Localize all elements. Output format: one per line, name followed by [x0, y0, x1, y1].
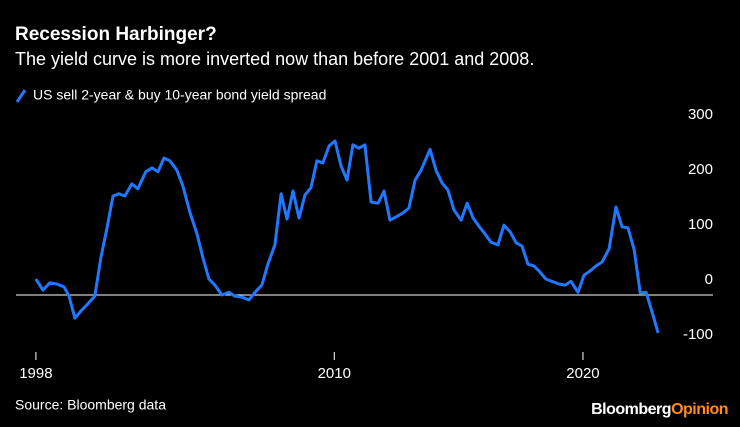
- brand: BloombergOpinion: [591, 401, 728, 418]
- y-tick-label: 100: [688, 216, 713, 233]
- chart-title: Recession Harbinger?: [15, 24, 217, 45]
- chart-subtitle: The yield curve is more inverted now tha…: [15, 49, 534, 69]
- x-tick-label: 1998: [19, 365, 52, 382]
- brand-main: Bloomberg: [591, 401, 671, 418]
- legend-label: US sell 2-year & buy 10-year bond yield …: [33, 87, 326, 103]
- brand-suffix: Opinion: [671, 401, 728, 418]
- source: Source: Bloomberg data: [15, 397, 166, 413]
- y-tick-label: 200: [688, 161, 713, 178]
- y-tick-label: -100: [683, 326, 713, 343]
- x-tick-label: 2020: [566, 365, 599, 382]
- x-tick-label: 2010: [318, 365, 351, 382]
- y-tick-label: 300: [688, 106, 713, 123]
- series-line: [34, 139, 660, 334]
- legend-swatch: [15, 89, 27, 103]
- y-tick-label: 0: [705, 271, 713, 288]
